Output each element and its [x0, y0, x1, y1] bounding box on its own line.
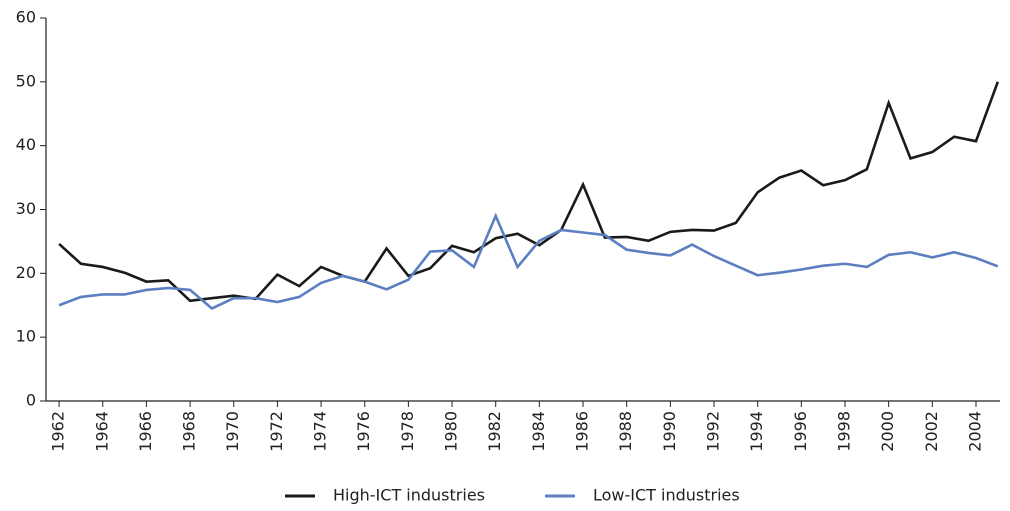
- x-tick-label: 1968: [180, 411, 199, 452]
- y-tick-label: 30: [16, 199, 36, 218]
- x-tick-label: 1996: [791, 411, 810, 452]
- x-tick-label: 2004: [965, 411, 984, 452]
- x-tick-label: 2000: [878, 411, 897, 452]
- y-tick-label: 10: [16, 327, 36, 346]
- x-tick-label: 1988: [616, 411, 635, 452]
- series-line: [58, 81, 1000, 303]
- x-tick-label: 1998: [835, 411, 854, 452]
- y-tick-label: 50: [16, 71, 36, 90]
- x-tick-label: 1982: [485, 411, 504, 452]
- y-tick-label: 40: [16, 135, 36, 154]
- x-tick-label: 2002: [922, 411, 941, 452]
- x-tick-label: 1990: [660, 411, 679, 452]
- x-tick-label: 1984: [529, 411, 548, 452]
- x-tick-label: 1980: [442, 411, 461, 452]
- x-tick-label: 1972: [267, 411, 286, 452]
- x-tick-label: 1966: [136, 411, 155, 452]
- y-tick-label: 20: [16, 263, 36, 282]
- x-tick-label: 1974: [311, 411, 330, 452]
- legend-label: High-ICT industries: [333, 486, 485, 505]
- x-tick-label: 1962: [49, 411, 68, 452]
- x-tick-label: 1964: [92, 411, 111, 452]
- x-tick-label: 1976: [354, 411, 373, 452]
- y-tick-label: 0: [26, 391, 36, 410]
- x-tick-label: 1992: [704, 411, 723, 452]
- x-tick-label: 1978: [398, 411, 417, 452]
- x-tick-label: 1986: [573, 411, 592, 452]
- legend-label: Low-ICT industries: [593, 486, 740, 505]
- x-tick-label: 1994: [747, 411, 766, 452]
- y-tick-label: 60: [16, 8, 36, 27]
- series-line: [58, 212, 999, 310]
- x-tick-label: 1970: [223, 411, 242, 452]
